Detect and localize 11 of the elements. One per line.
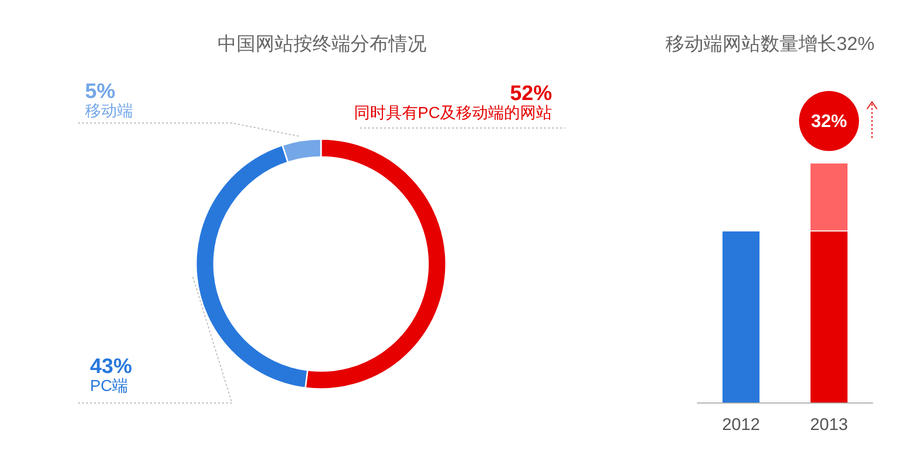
slice-label: 同时具有PC及移动端的网站: [354, 104, 552, 122]
slice-label: PC端: [90, 377, 128, 395]
x-tick-label: 2013: [810, 415, 848, 434]
x-tick-label: 2012: [722, 415, 760, 434]
chart-title: 移动端网站数量增长32%: [665, 34, 875, 55]
data-label: 52%: [510, 82, 552, 105]
slice-label: 移动端: [85, 102, 133, 120]
text: 32%: [810, 111, 848, 131]
data-label: 43%: [90, 355, 132, 378]
data-label: 5%: [85, 80, 116, 103]
chart-title: 中国网站按终端分布情况: [218, 34, 426, 55]
